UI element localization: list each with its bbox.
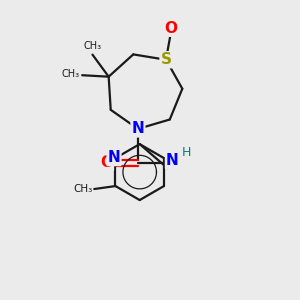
Text: N: N [166,153,179,168]
Text: CH₃: CH₃ [83,41,101,51]
Text: CH₃: CH₃ [62,69,80,79]
Text: H: H [182,146,191,159]
Text: O: O [100,155,113,170]
Text: N: N [132,122,144,136]
Text: O: O [164,21,177,36]
Text: S: S [160,52,172,67]
Text: N: N [108,150,120,165]
Text: CH₃: CH₃ [74,184,93,194]
